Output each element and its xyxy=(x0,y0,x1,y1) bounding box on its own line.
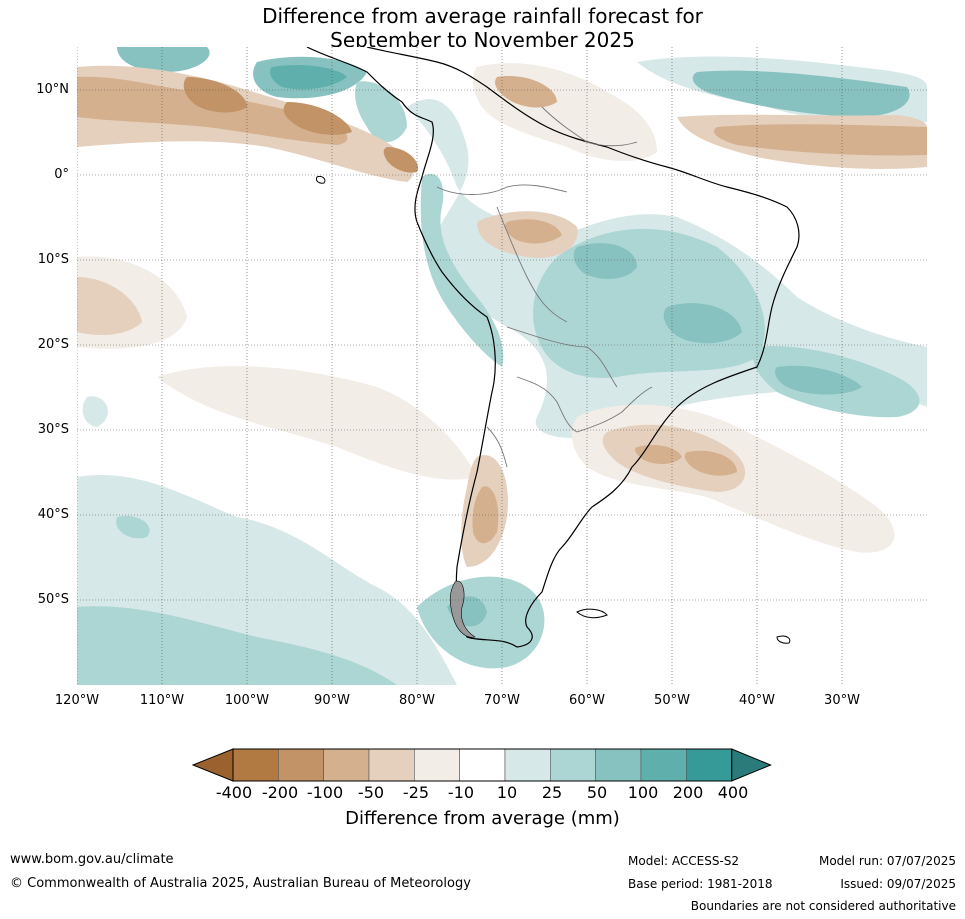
colorbar-segment xyxy=(459,748,506,782)
colorbar-segment xyxy=(414,748,460,782)
lat-label-50s: 50°S xyxy=(37,592,69,607)
colorbar-tick: 200 xyxy=(672,783,704,802)
colorbar-tick: 50 xyxy=(586,783,608,802)
lon-label-90w: 90°W xyxy=(314,693,350,708)
lon-label-50w: 50°W xyxy=(654,693,690,708)
rainfall-map xyxy=(77,47,927,685)
issued-date: Issued: 09/07/2025 xyxy=(840,877,956,891)
colorbar-tick: -50 xyxy=(357,783,385,802)
graticule xyxy=(77,47,927,685)
colorbar-segment xyxy=(640,748,687,782)
website-link[interactable]: www.bom.gov.au/climate xyxy=(10,852,174,867)
lon-label-30w: 30°W xyxy=(824,693,860,708)
lat-label-10n: 10°N xyxy=(36,82,69,97)
colorbar-tick: -100 xyxy=(306,783,344,802)
colorbar-tick: -10 xyxy=(447,783,475,802)
dry-anomaly-southeast-south-america xyxy=(571,404,895,553)
colorbar-tick: -200 xyxy=(261,783,299,802)
fjord-coast-detail xyxy=(449,580,476,638)
map-title: Difference from average rainfall forecas… xyxy=(0,4,965,52)
colorbar-segment xyxy=(368,748,415,782)
colorbar-extend-low xyxy=(192,748,234,782)
model-name: Model: ACCESS-S2 xyxy=(628,854,740,868)
colorbar-segment xyxy=(685,748,732,782)
lon-label-80w: 80°W xyxy=(399,693,435,708)
islands xyxy=(316,176,791,644)
colorbar-tick: 10 xyxy=(496,783,518,802)
colorbar-segment xyxy=(278,748,324,782)
dry-anomaly-north-south-america xyxy=(472,63,657,258)
colorbar-tick: 25 xyxy=(541,783,563,802)
colorbar-frame xyxy=(232,748,733,782)
lon-label-60w: 60°W xyxy=(569,693,605,708)
dry-anomaly-tropical-atlantic xyxy=(677,114,927,169)
copyright-text: © Commonwealth of Australia 2025, Austra… xyxy=(10,876,471,891)
lat-label-0: 0° xyxy=(54,167,69,182)
lon-label-100w: 100°W xyxy=(224,693,270,708)
model-run-date: Model run: 07/07/2025 xyxy=(818,854,956,868)
wet-anomaly-south-pacific xyxy=(77,396,457,685)
colorbar-tick: 400 xyxy=(717,783,749,802)
title-line-1: Difference from average rainfall forecas… xyxy=(262,4,703,28)
colorbar-label: Difference from average (mm) xyxy=(345,808,620,829)
lat-label-40s: 40°S xyxy=(37,507,69,522)
dry-anomaly-north-pacific xyxy=(77,65,418,182)
colorbar-segment xyxy=(232,748,279,782)
lon-label-120w: 120°W xyxy=(54,693,100,708)
lon-label-110w: 110°W xyxy=(139,693,185,708)
dry-anomaly-south-pacific xyxy=(77,256,477,480)
colorbar-tick: -25 xyxy=(402,783,430,802)
colorbar-tick: -400 xyxy=(215,783,253,802)
colorbar-extend-high xyxy=(731,748,772,782)
colorbar-segment xyxy=(550,748,596,782)
lat-label-20s: 20°S xyxy=(37,337,69,352)
base-period: Base period: 1981-2018 xyxy=(628,877,773,891)
lat-label-30s: 30°S xyxy=(37,422,69,437)
boundaries-disclaimer: Boundaries are not considered authoritat… xyxy=(690,899,956,913)
lon-label-70w: 70°W xyxy=(484,693,520,708)
wet-anomaly-andes xyxy=(420,173,504,367)
country-borders xyxy=(436,106,653,468)
colorbar-segment xyxy=(595,748,642,782)
colorbar xyxy=(192,748,772,782)
colorbar-segment xyxy=(323,748,370,782)
wet-anomaly-brazil xyxy=(407,99,927,438)
colorbar-tick: 100 xyxy=(627,783,659,802)
lon-label-40w: 40°W xyxy=(739,693,775,708)
colorbar-segment xyxy=(504,748,551,782)
lat-label-10s: 10°S xyxy=(37,252,69,267)
